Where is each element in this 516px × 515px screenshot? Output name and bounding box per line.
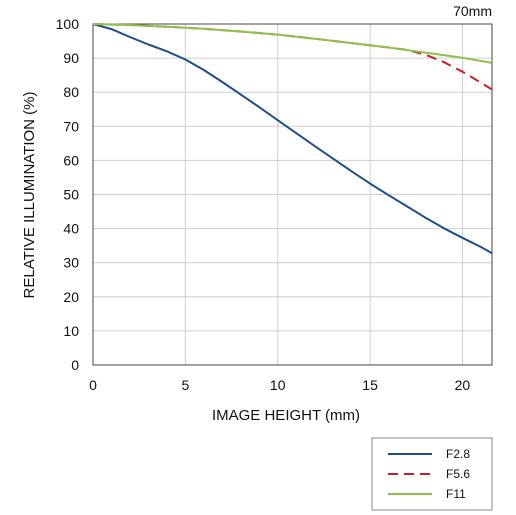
- y-tick-label: 20: [63, 289, 79, 305]
- x-tick-label: 5: [181, 377, 189, 393]
- y-axis-title: RELATIVE ILLUMINATION (%): [21, 92, 38, 299]
- y-tick-label: 10: [63, 323, 79, 339]
- y-tick-label: 80: [63, 84, 79, 100]
- series-lines: [92, 23, 493, 255]
- y-tick-label: 30: [63, 255, 79, 271]
- x-tick-label: 10: [270, 377, 286, 393]
- x-axis-tick-labels: 0 5 10 15 20: [89, 377, 470, 393]
- grid: [92, 23, 492, 366]
- series-line-f11: [92, 23, 493, 64]
- plot-area-frame: [92, 23, 493, 366]
- x-tick-label: 20: [455, 377, 471, 393]
- y-tick-label: 50: [63, 187, 79, 203]
- series-line-f5-6: [92, 23, 493, 91]
- y-tick-label: 60: [63, 152, 79, 168]
- chart-title: 70mm: [453, 3, 492, 19]
- y-tick-label: 0: [71, 357, 79, 373]
- legend-label: F2.8: [446, 447, 470, 461]
- y-tick-label: 70: [63, 118, 79, 134]
- y-tick-label: 90: [63, 50, 79, 66]
- legend: F2.8 F5.6 F11: [371, 437, 493, 511]
- y-axis-tick-labels: 0 10 20 30 40 50 60 70 80 90 100: [56, 16, 80, 373]
- legend-label: F5.6: [446, 467, 470, 481]
- series-line-f2-8: [92, 23, 493, 255]
- y-tick-label: 40: [63, 221, 79, 237]
- x-tick-label: 15: [362, 377, 378, 393]
- y-tick-label: 100: [56, 16, 80, 32]
- legend-label: F11: [446, 487, 466, 501]
- x-axis-title: IMAGE HEIGHT (mm): [212, 407, 360, 424]
- x-tick-label: 0: [89, 377, 97, 393]
